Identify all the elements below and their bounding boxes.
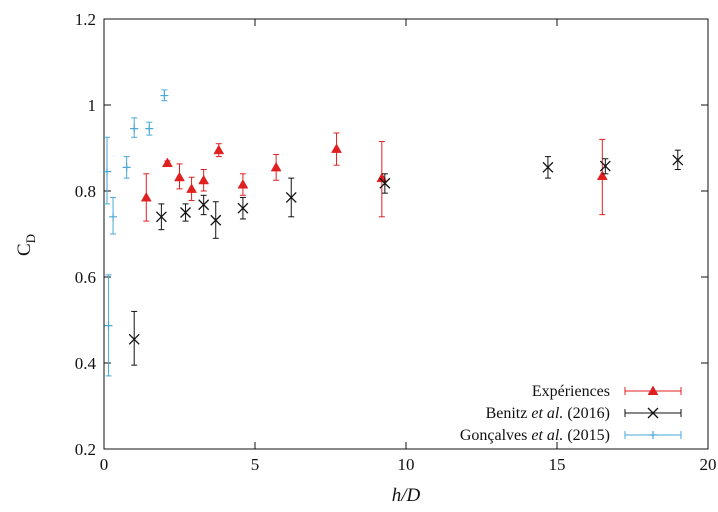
data-point: [210, 201, 222, 239]
axes: 0 5 10 15 20 0.2 0.4 0.6 0.8 1 1.2: [75, 10, 717, 474]
y-tick-label: 0.8: [75, 182, 96, 201]
marker-triangle: [140, 191, 152, 202]
series-1: [128, 149, 684, 366]
data-point: [542, 156, 554, 179]
series-layer: [103, 89, 684, 377]
data-point: [103, 136, 112, 205]
marker-plus: [103, 167, 112, 176]
data-point: [198, 194, 210, 216]
legend-item-2: Gonçalves et al. (2015): [460, 427, 682, 444]
data-point: [155, 203, 167, 231]
marker-cross: [237, 202, 249, 214]
marker-cross: [379, 177, 391, 189]
marker-triangle: [270, 161, 282, 172]
x-tick-label: 15: [549, 455, 566, 474]
y-tick-label: 0.2: [75, 440, 96, 459]
data-point: [122, 156, 131, 179]
marker-triangle: [331, 143, 342, 153]
legend-item-0: Expériences: [532, 383, 682, 400]
plot-frame: [103, 18, 709, 450]
marker-triangle: [237, 179, 249, 189]
data-point: [160, 89, 169, 102]
marker-triangle: [174, 171, 185, 182]
data-point: [109, 196, 118, 235]
data-point: [237, 196, 249, 220]
marker-cross: [672, 154, 684, 166]
marker-triangle: [213, 144, 225, 155]
data-point: [672, 149, 684, 170]
data-point: [130, 117, 139, 138]
marker-plus: [130, 124, 139, 133]
marker-cross: [128, 333, 140, 345]
data-point: [174, 163, 185, 190]
marker-triangle: [186, 183, 198, 193]
data-point: [128, 310, 140, 366]
marker-triangle: [596, 170, 608, 180]
data-point: [161, 157, 173, 168]
marker-cross: [198, 199, 210, 211]
data-point: [376, 141, 388, 218]
marker-cross: [542, 161, 554, 173]
marker-plus: [160, 91, 169, 100]
y-tick-label: 1: [88, 96, 97, 115]
y-tick-label: 1.2: [75, 10, 96, 29]
x-tick-label: 10: [398, 455, 415, 474]
legend-item-1: Benitz et al. (2016): [486, 405, 682, 422]
legend-label: Benitz et al. (2016): [486, 405, 610, 422]
data-point: [270, 153, 282, 181]
plot-border: [103, 18, 709, 450]
y-tick-label: 0.6: [75, 268, 96, 287]
marker-cross: [210, 214, 222, 226]
series-0: [140, 132, 608, 222]
legend-label: Expériences: [532, 383, 610, 400]
series-2: [103, 89, 169, 377]
data-point: [186, 176, 198, 201]
x-axis-title: h/D: [392, 485, 421, 506]
data-point: [331, 132, 342, 166]
marker-cross: [647, 407, 659, 419]
y-tick-label: 0.4: [75, 354, 97, 373]
x-tick-label: 20: [700, 455, 717, 474]
data-point: [237, 173, 249, 196]
marker-cross: [155, 211, 167, 223]
data-point: [104, 274, 113, 377]
x-tick-label: 5: [251, 455, 260, 474]
data-point: [379, 173, 391, 194]
marker-plus: [104, 321, 113, 330]
legend: Expériences Benitz et al. (2016) Gonçalves…: [460, 383, 682, 444]
marker-triangle: [198, 174, 210, 185]
marker-triangle: [161, 157, 173, 168]
data-point: [599, 158, 611, 175]
marker-cross: [180, 207, 191, 218]
axis-titles: h/D CD: [14, 234, 421, 506]
data-point: [140, 173, 152, 222]
marker-plus: [122, 163, 131, 172]
marker-plus: [109, 212, 118, 221]
marker-cross: [285, 191, 297, 203]
data-point: [198, 169, 210, 192]
marker-triangle: [376, 172, 388, 183]
data-point: [213, 143, 225, 158]
data-point: [285, 177, 297, 218]
marker-triangle: [647, 385, 659, 395]
marker-plus: [649, 431, 657, 439]
data-point: [145, 121, 154, 136]
marker-plus: [145, 124, 154, 133]
y-axis-title: CD: [14, 234, 38, 256]
legend-label: Gonçalves et al. (2015): [460, 427, 610, 444]
data-point: [596, 138, 608, 216]
marker-cross: [599, 160, 611, 172]
x-tick-label: 0: [100, 455, 109, 474]
data-point: [180, 203, 191, 222]
